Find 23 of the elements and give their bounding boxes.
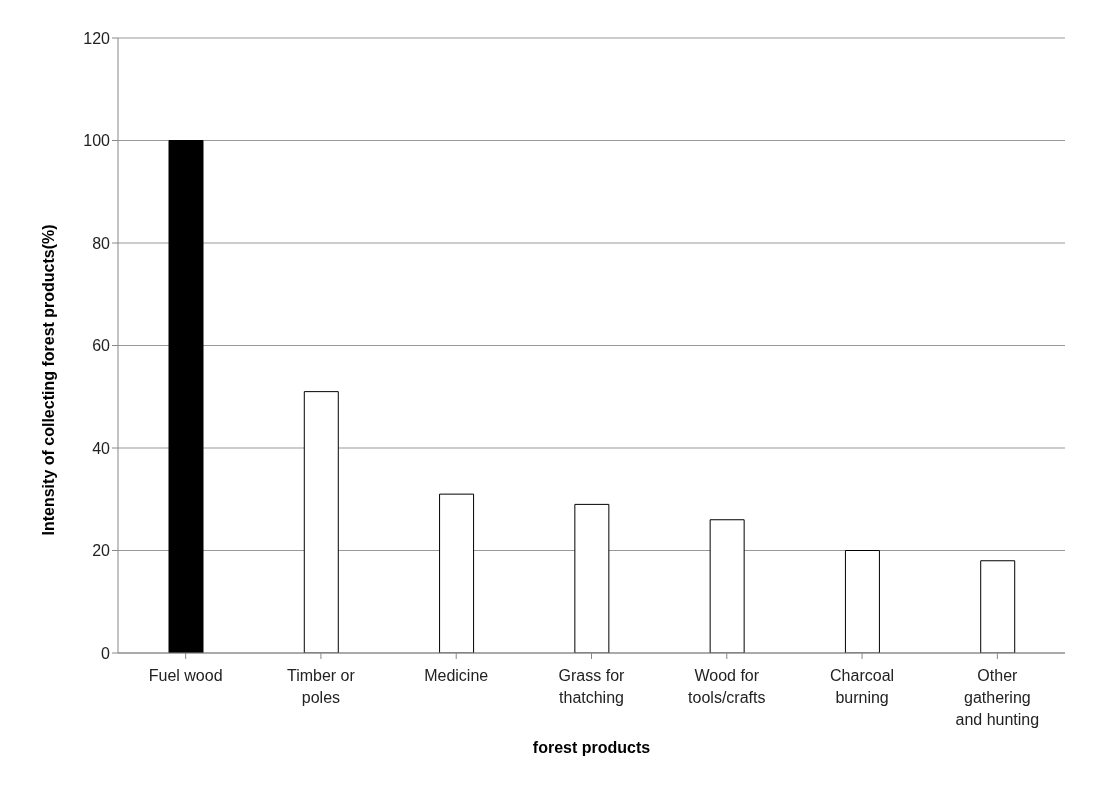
y-tick-label: 20 (92, 542, 111, 560)
y-tick-label: 40 (92, 439, 111, 457)
y-tick-label: 80 (92, 234, 111, 252)
x-tick-label: Wood for tools/crafts (688, 667, 766, 706)
bar (574, 503, 610, 653)
y-tick-label: 100 (83, 132, 111, 150)
x-tick-label: Fuel wood (148, 667, 223, 684)
bar (844, 550, 880, 653)
bar (980, 560, 1016, 653)
x-tick-label: Other gathering and hunting (955, 667, 1040, 728)
x-tick-label: Charcoal burning (830, 667, 895, 706)
y-tick-label: 0 (101, 644, 111, 662)
bar (709, 519, 745, 653)
x-tick-label: Medicine (424, 667, 489, 684)
x-axis-title: forest products (532, 739, 651, 756)
y-tick-label: 60 (92, 337, 111, 355)
y-tick-label: 120 (83, 29, 111, 47)
bar (168, 140, 204, 653)
bar (303, 391, 339, 653)
x-tick-label: Timber or poles (287, 667, 356, 706)
x-tick-label: Grass for thatching (558, 667, 626, 706)
bar (439, 493, 475, 653)
y-axis-title: Intensity of collecting forest products(%) (39, 224, 57, 536)
